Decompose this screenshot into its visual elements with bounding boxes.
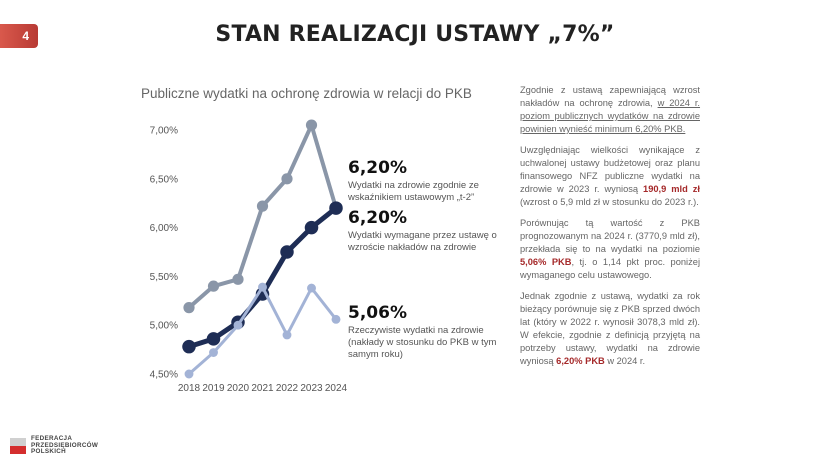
side-paragraph: Porównując tą wartość z PKB prognozowany…	[520, 217, 700, 282]
y-tick-label: 4,50%	[150, 370, 178, 381]
side-text-highlight: 190,9 mld zł	[643, 184, 700, 194]
data-point	[207, 280, 220, 292]
logo-text: FEDERACJA PRZEDSIĘBIORCÓW POLSKICH	[31, 435, 99, 456]
data-point	[329, 201, 343, 215]
x-tick-label: 2024	[325, 383, 348, 394]
data-point	[305, 119, 318, 131]
logo-line: FEDERACJA	[31, 435, 73, 442]
y-tick-label: 5,00%	[150, 321, 178, 332]
side-text-fragment: Uwzględniając wielkości wynikające z uch…	[520, 145, 700, 194]
company-logo: FEDERACJA PRZEDSIĘBIORCÓW POLSKICH	[10, 435, 99, 456]
x-tick-label: 2022	[276, 383, 299, 394]
data-point	[281, 173, 293, 185]
data-point	[307, 283, 316, 293]
chart-title: Publiczne wydatki na ochronę zdrowia w r…	[141, 86, 472, 101]
annotation-statutory-indicator: 6,20% Wydatki na zdrowie zgodnie ze wska…	[348, 158, 498, 204]
line-chart: 4,50%5,00%5,50%6,00%6,50%7,00%2018 2019 20…	[150, 119, 348, 394]
side-text-highlight: 6,20% PKB	[556, 356, 605, 366]
y-tick-label: 6,00%	[150, 223, 178, 234]
annotation-required-spending: 6,20% Wydatki wymagane przez ustawę o wz…	[348, 208, 498, 254]
annotation-text: Wydatki wymagane przez ustawę o wzroście…	[348, 230, 497, 253]
y-tick-label: 6,50%	[150, 174, 178, 185]
data-point	[304, 220, 319, 235]
side-text-fragment: Porównując tą wartość z PKB prognozowany…	[520, 218, 700, 254]
side-paragraph: Uwzględniając wielkości wynikające z uch…	[520, 144, 700, 209]
side-text-fragment: Zgodnie z ustawą zapewniającą wzrost nak…	[520, 85, 700, 108]
data-point	[331, 314, 341, 324]
data-point	[206, 332, 221, 346]
data-point	[233, 320, 243, 330]
side-paragraph: Jednak zgodnie z ustawą, wydatki za rok …	[520, 290, 700, 368]
annotation-text: Rzeczywiste wydatki na zdrowie (nakłady …	[348, 325, 497, 360]
annotation-value: 5,06%	[348, 303, 407, 323]
x-tick-label: 2018	[178, 383, 201, 394]
side-text-fragment: Jednak zgodnie z ustawą, wydatki za rok …	[520, 291, 700, 366]
side-paragraph: Zgodnie z ustawą zapewniającą wzrost nak…	[520, 84, 700, 136]
page-number: 4	[22, 29, 29, 43]
y-tick-label: 5,50%	[150, 272, 178, 283]
y-tick-label: 7,00%	[150, 126, 178, 137]
x-tick-label: 2020	[227, 383, 250, 394]
annotation-value: 6,20%	[348, 208, 407, 228]
data-point	[258, 282, 267, 292]
data-point	[280, 245, 294, 259]
side-text-fragment: (wzrost o 5,9 mld zł w stosunku do 2023 …	[520, 197, 699, 207]
data-point	[182, 339, 196, 354]
slide-title: STAN REALIZACJI USTAWY „7%”	[215, 22, 615, 47]
side-text-panel: Zgodnie z ustawą zapewniającą wzrost nak…	[520, 84, 700, 376]
logo-line: PRZEDSIĘBIORCÓW	[31, 441, 99, 449]
data-point	[232, 273, 244, 285]
data-point	[184, 369, 194, 379]
data-point	[282, 330, 292, 340]
x-tick-label: 2021	[251, 383, 274, 394]
side-text-fragment: w 2024 r.	[604, 356, 646, 366]
side-text-fragment: , tj. o 1,14 pkt proc. poniżej wymaganeg…	[520, 257, 701, 280]
data-point	[256, 200, 269, 212]
series-line-0	[187, 123, 338, 310]
logo-flag-icon	[10, 437, 26, 454]
x-tick-label: 2019	[202, 383, 225, 394]
side-text-underlined: w 2024 r. poziom publicznych wydatków na…	[520, 98, 701, 134]
data-point	[209, 348, 218, 357]
annotation-text: Wydatki na zdrowie zgodnie ze wskaźnikie…	[348, 180, 479, 203]
side-text-highlight: 5,06% PKB	[520, 257, 572, 267]
data-point	[183, 302, 195, 314]
annotation-actual-spending: 5,06% Rzeczywiste wydatki na zdrowie (na…	[348, 303, 498, 361]
logo-line: POLSKICH	[31, 448, 66, 455]
x-tick-label: 2023	[300, 383, 323, 394]
page-number-badge: 4	[0, 24, 38, 48]
annotation-value: 6,20%	[348, 158, 407, 178]
